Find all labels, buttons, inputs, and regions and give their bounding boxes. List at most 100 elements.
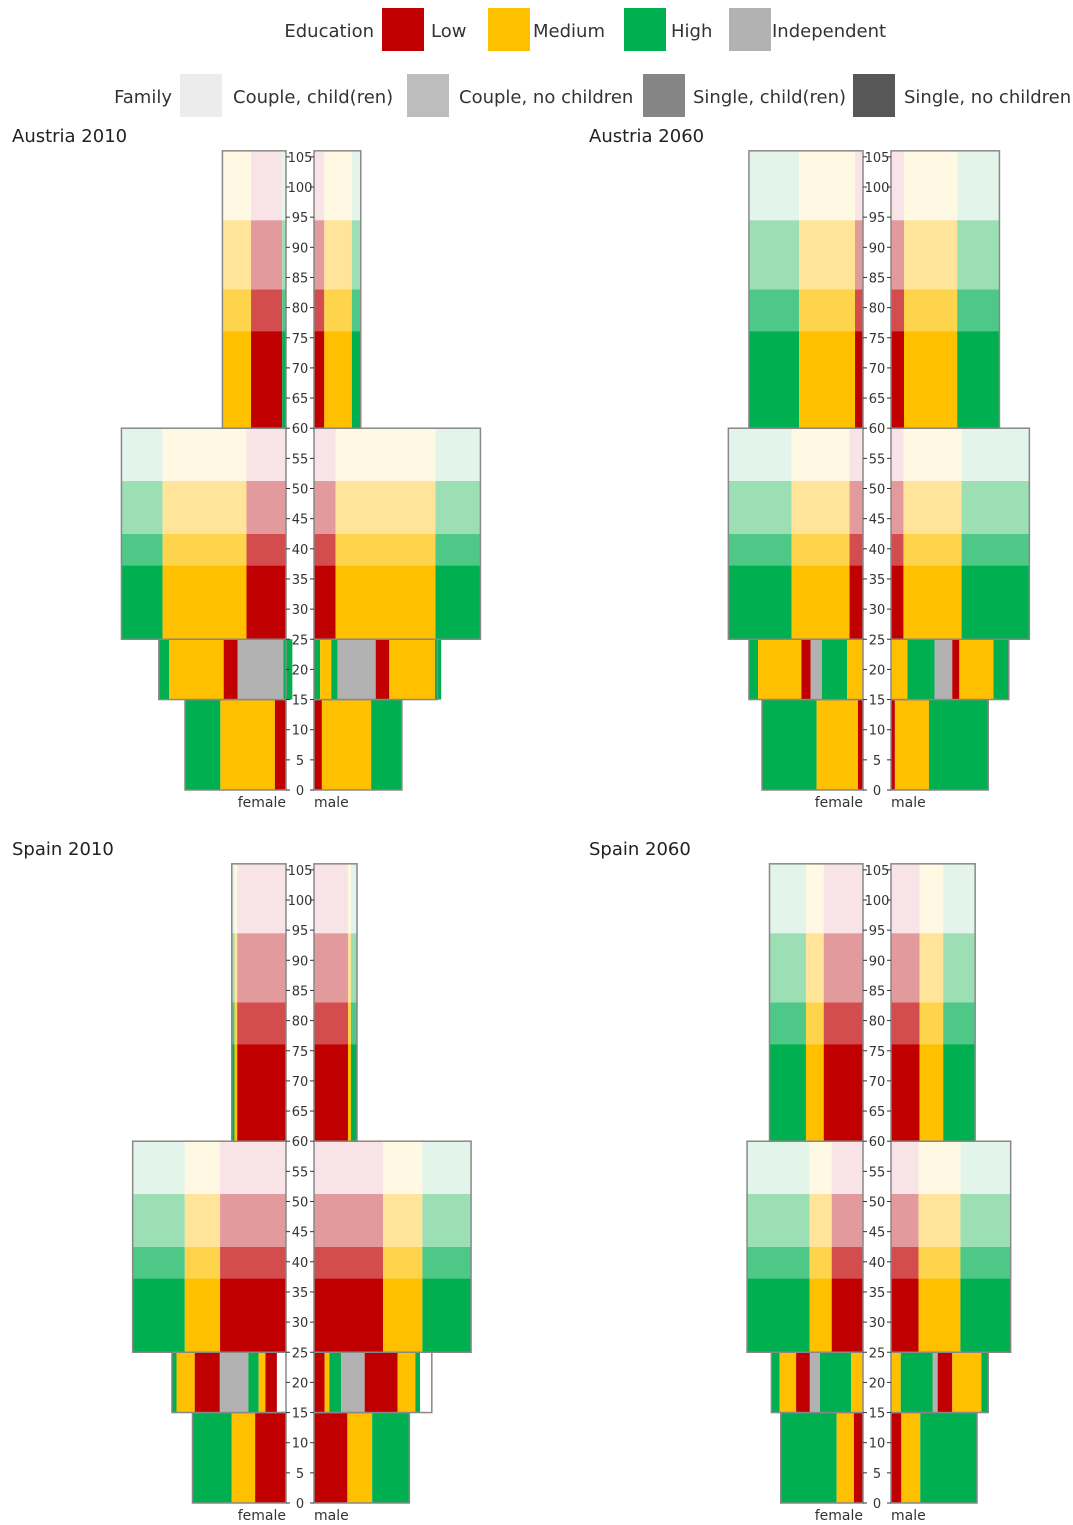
- male-medium-segment: [918, 1246, 961, 1279]
- female-high-segment: [780, 1412, 837, 1503]
- y-tick-label: 20: [292, 663, 309, 678]
- legend-family-label: Couple, child(ren): [233, 87, 393, 108]
- male-high-segment: [350, 1002, 358, 1045]
- female-low-segment: [823, 1044, 863, 1142]
- male-medium-segment: [919, 1002, 944, 1045]
- female-axis-label: female: [238, 795, 286, 811]
- male-medium-segment: [389, 639, 435, 700]
- y-tick-label: 55: [292, 452, 309, 467]
- female-medium-segment: [184, 1193, 221, 1247]
- y-tick-label: 15: [292, 694, 309, 709]
- male-high-segment: [415, 1352, 421, 1413]
- y-tick-label: 70: [292, 362, 309, 377]
- male-medium-segment: [891, 639, 908, 700]
- y-tick-label: 20: [869, 1376, 886, 1391]
- female-band-outline: [221, 150, 287, 429]
- y-tick-label: 25: [292, 1346, 309, 1361]
- male-high-segment: [435, 428, 481, 481]
- y-tick-label: 60: [292, 422, 309, 437]
- female-medium-segment: [791, 565, 850, 640]
- female-high-segment: [819, 1352, 852, 1413]
- y-tick-label: 95: [292, 211, 309, 226]
- male-medium-segment: [383, 1278, 423, 1353]
- y-tick-label: 70: [869, 1075, 886, 1090]
- female-low-segment: [823, 933, 863, 1003]
- male-medium-segment: [918, 1193, 961, 1247]
- male-medium-segment: [347, 1002, 351, 1045]
- male-high-segment: [960, 1141, 1011, 1194]
- male-high-segment: [314, 639, 321, 700]
- female-high-segment: [282, 220, 286, 290]
- y-tick-label: 90: [292, 241, 309, 256]
- female-high-segment: [158, 639, 170, 700]
- male-low-segment: [314, 1141, 384, 1194]
- legend-family-label: Single, no children: [904, 87, 1071, 108]
- male-low-segment: [891, 1193, 919, 1247]
- y-tick-label: 85: [869, 984, 886, 999]
- female-low-segment: [855, 289, 863, 332]
- female-low-segment: [220, 1193, 286, 1247]
- female-independent-segment: [809, 1352, 820, 1413]
- y-tick-label: 95: [292, 924, 309, 939]
- legend-education-title: Education: [284, 21, 374, 42]
- female-medium-segment: [184, 1246, 221, 1279]
- female-low-segment: [237, 1002, 286, 1045]
- female-high-segment: [185, 699, 221, 790]
- female-medium-segment: [805, 1044, 824, 1142]
- female-high-segment: [121, 428, 163, 481]
- female-high-segment: [132, 1141, 185, 1194]
- male-axis-label: male: [891, 1508, 926, 1524]
- female-low-segment: [855, 331, 863, 429]
- male-high-segment: [943, 863, 976, 934]
- y-tick-label: 40: [292, 1256, 309, 1271]
- male-low-segment: [891, 699, 895, 790]
- male-medium-segment: [918, 1278, 961, 1353]
- male-medium-segment: [894, 699, 929, 790]
- female-medium-segment: [791, 480, 850, 534]
- female-low-segment: [251, 220, 283, 290]
- female-medium-segment: [851, 1352, 863, 1413]
- male-low-segment: [314, 1352, 325, 1413]
- y-tick-label: 20: [292, 1376, 309, 1391]
- female-high-segment: [282, 331, 286, 429]
- male-high-segment: [993, 639, 1009, 700]
- female-high-segment: [748, 220, 800, 290]
- male-medium-segment: [347, 1044, 351, 1142]
- y-tick-label: 100: [288, 894, 313, 909]
- female-low-segment: [855, 220, 863, 290]
- y-tick-label: 55: [292, 1165, 309, 1180]
- female-medium-segment: [805, 863, 824, 934]
- male-medium-segment: [335, 480, 436, 534]
- y-tick-label: 50: [292, 1196, 309, 1211]
- male-low-segment: [314, 565, 336, 640]
- male-low-segment: [314, 428, 336, 481]
- y-tick-label: 5: [296, 754, 304, 769]
- male-low-segment: [314, 1002, 348, 1045]
- female-medium-segment: [184, 1141, 221, 1194]
- legend-family-label: Couple, no children: [459, 87, 633, 108]
- legend: Education Low Medium High Independent Famil…: [114, 8, 1071, 117]
- male-high-segment: [943, 1044, 976, 1142]
- male-low-segment: [314, 933, 348, 1003]
- female-low-segment: [220, 1278, 286, 1353]
- male-high-segment: [435, 565, 481, 640]
- y-tick-label: 100: [865, 181, 890, 196]
- female-band-outline: [748, 150, 864, 429]
- female-medium-segment: [799, 150, 856, 221]
- female-high-segment: [132, 1193, 185, 1247]
- male-medium-segment: [383, 1141, 423, 1194]
- male-high-segment: [372, 1412, 410, 1503]
- y-tick-label: 95: [869, 211, 886, 226]
- female-band-outline: [768, 863, 864, 1142]
- male-low-segment: [375, 639, 390, 700]
- male-medium-segment: [321, 699, 372, 790]
- female-low-segment: [823, 863, 863, 934]
- female-high-segment: [748, 639, 759, 700]
- female-high-segment: [728, 480, 792, 534]
- y-tick-label: 35: [869, 1286, 886, 1301]
- y-tick-label: 105: [865, 151, 890, 166]
- female-high-segment: [747, 1246, 810, 1279]
- y-tick-label: 50: [292, 483, 309, 498]
- y-tick-label: 75: [292, 332, 309, 347]
- female-low-segment: [831, 1141, 863, 1194]
